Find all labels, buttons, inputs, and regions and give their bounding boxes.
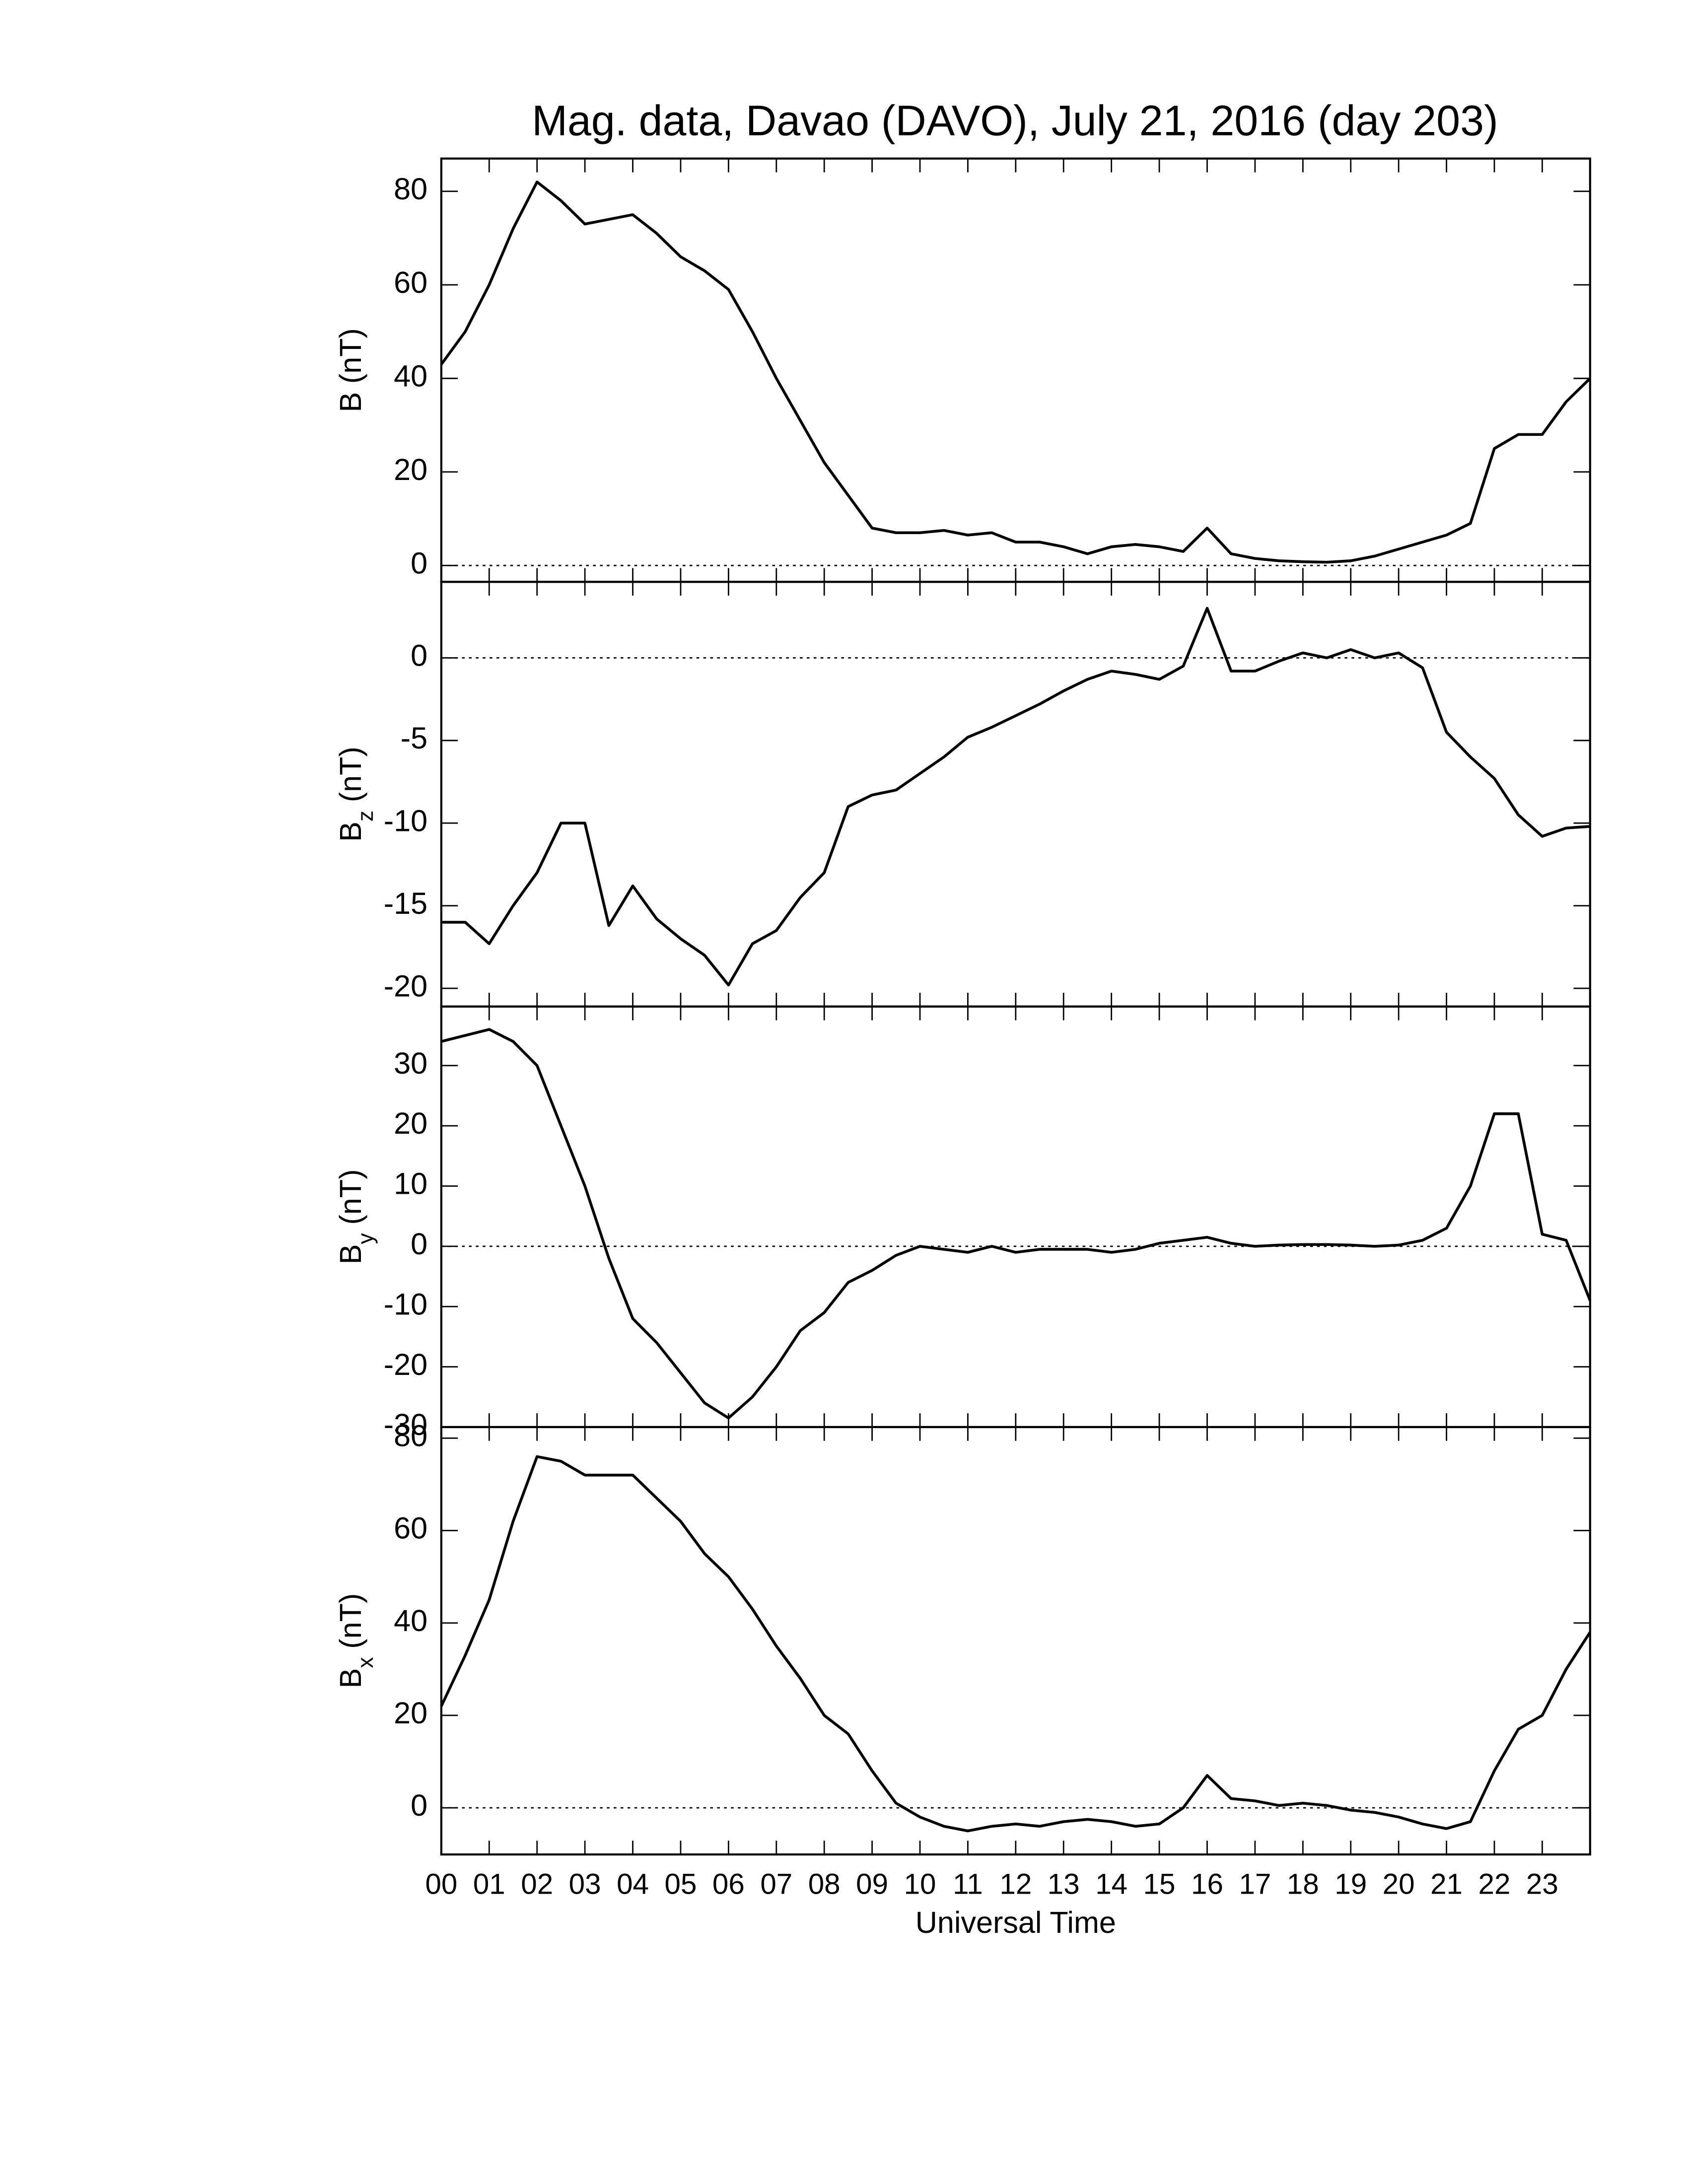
x-tick-label: 02 xyxy=(521,1868,553,1900)
y-label-unit: (nT) xyxy=(334,1169,367,1225)
y-tick-label: 20 xyxy=(394,1106,427,1140)
x-tick-label: 12 xyxy=(999,1868,1032,1900)
y-tick-label: 60 xyxy=(394,1511,427,1545)
x-tick-label: 05 xyxy=(665,1868,697,1900)
y-tick-label: 0 xyxy=(411,1227,427,1261)
x-tick-label: 13 xyxy=(1048,1868,1080,1900)
x-tick-label: 06 xyxy=(712,1868,745,1900)
y-tick-label: -5 xyxy=(401,721,427,755)
y-label-subscript: x xyxy=(353,1657,378,1668)
y-label-symbol: B xyxy=(334,392,367,412)
y-tick-label: 10 xyxy=(394,1167,427,1201)
y-tick-label: 0 xyxy=(411,1788,427,1822)
y-tick-label: 40 xyxy=(394,1604,427,1638)
x-tick-label: 04 xyxy=(617,1868,649,1900)
y-tick-label: 20 xyxy=(394,453,427,486)
x-tick-label: 16 xyxy=(1191,1868,1223,1900)
y-label-symbol: B xyxy=(334,1668,367,1689)
x-axis-label: Universal Time xyxy=(915,1906,1116,1939)
y-tick-label: 80 xyxy=(394,172,427,206)
data-line xyxy=(440,1455,1592,1833)
x-tick-label: 15 xyxy=(1143,1868,1176,1900)
data-line xyxy=(441,1028,1592,1420)
chart-title: Mag. data, Davao (DAVO), July 21, 2016 (… xyxy=(532,97,1498,145)
x-tick-label: 01 xyxy=(473,1868,505,1900)
y-tick-label: -10 xyxy=(384,1287,427,1321)
x-tick-label: 03 xyxy=(569,1868,601,1900)
x-tick-label: 20 xyxy=(1383,1868,1415,1900)
x-tick-label: 23 xyxy=(1526,1868,1558,1900)
y-label-unit: (nT) xyxy=(334,1593,367,1649)
y-tick-label: 80 xyxy=(394,1419,427,1452)
x-tick-label: 17 xyxy=(1239,1868,1271,1900)
x-tick-label: 07 xyxy=(760,1868,792,1900)
y-label-unit: (nT) xyxy=(334,747,367,802)
y-label-symbol: B xyxy=(334,821,367,842)
data-line xyxy=(441,607,1590,987)
y-tick-label: 20 xyxy=(394,1696,427,1730)
y-tick-label: -15 xyxy=(384,887,427,920)
y-label-subscript: y xyxy=(353,1232,378,1244)
x-tick-label: 18 xyxy=(1287,1868,1319,1900)
x-tick-label: 10 xyxy=(904,1868,936,1900)
data-line xyxy=(440,180,1591,564)
x-tick-label: 09 xyxy=(856,1868,888,1900)
y-tick-label: -30 xyxy=(384,1408,427,1441)
y-tick-label: -10 xyxy=(384,804,427,837)
y-tick-label: 0 xyxy=(411,638,427,672)
y-label-symbol: B xyxy=(334,1244,367,1264)
y-axis-label: By (nT) xyxy=(334,1169,377,1265)
y-tick-label: 30 xyxy=(394,1046,427,1080)
panel-frame xyxy=(440,1426,1591,1856)
y-tick-label: 60 xyxy=(394,266,427,299)
x-tick-label: 19 xyxy=(1335,1868,1367,1900)
x-tick-label: 08 xyxy=(808,1868,841,1900)
x-tick-label: 22 xyxy=(1478,1868,1511,1900)
x-tick-label: 21 xyxy=(1430,1868,1463,1900)
y-axis-label: B (nT) xyxy=(334,328,367,412)
y-tick-label: -20 xyxy=(384,1348,427,1381)
y-label-unit: (nT) xyxy=(334,328,367,384)
x-tick-label: 11 xyxy=(953,1868,983,1900)
y-tick-label: -20 xyxy=(384,969,427,1003)
x-tick-label: 14 xyxy=(1095,1868,1127,1900)
y-axis-label: Bz (nT) xyxy=(334,747,377,842)
y-label-subscript: z xyxy=(353,811,378,821)
y-axis-label: Bx (nT) xyxy=(334,1593,377,1689)
y-tick-label: 0 xyxy=(411,546,427,580)
y-tick-label: 40 xyxy=(394,359,427,393)
x-tick-label: 00 xyxy=(425,1868,457,1900)
